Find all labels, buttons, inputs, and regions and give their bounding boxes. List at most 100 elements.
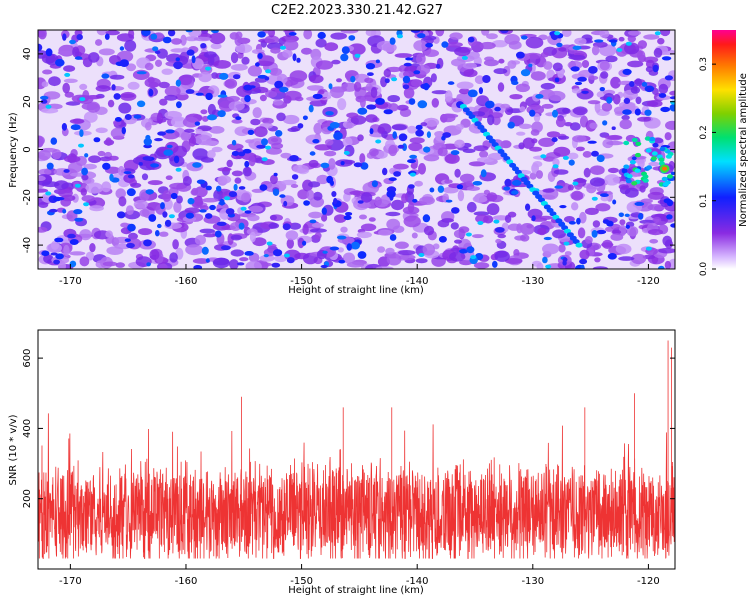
spectrogram-blob <box>618 256 635 261</box>
spectrogram-blob <box>38 149 52 161</box>
spectrogram-ticks: -170 -160 -150 -140 -130 -120 -40 -20 0 20 40 <box>22 48 675 287</box>
spectrogram-blob <box>571 202 579 211</box>
spectrogram-blob <box>252 107 262 119</box>
spectrogram-blob <box>83 163 97 170</box>
spectrogram-blob <box>394 53 413 58</box>
snr-series-line <box>38 340 675 559</box>
spectrogram-blob <box>493 68 508 75</box>
spectrogram-blob <box>331 59 341 65</box>
spectrogram-blob <box>553 169 569 175</box>
cluster-blob <box>658 161 665 166</box>
spectrogram-blob <box>283 39 299 51</box>
spectrogram-blob <box>191 55 196 64</box>
spectrogram-blob <box>321 207 327 215</box>
spectrogram-blob <box>580 264 585 269</box>
spectrogram-blob <box>207 150 216 159</box>
spectrogram-blob <box>102 162 111 170</box>
spectrogram-blob <box>636 50 646 61</box>
spectrogram-blob <box>602 219 610 224</box>
spectrogram-blob <box>359 96 366 108</box>
spectrogram-hotspot <box>78 143 84 148</box>
spectrogram-blob <box>40 95 49 100</box>
spectrogram-hotspot <box>409 172 416 177</box>
spectrogram-blob <box>124 114 132 120</box>
spectrogram-hotspot <box>562 155 569 160</box>
spectrogram-blob <box>466 246 475 254</box>
spectrogram-blob <box>308 159 319 168</box>
spectrogram-blob <box>584 207 599 215</box>
spectrogram-blob <box>101 181 112 193</box>
spectrogram-blob <box>451 58 466 67</box>
spectrogram-blob <box>583 167 591 178</box>
spectrogram-blob <box>591 150 599 157</box>
spectrogram-blob <box>193 265 203 269</box>
spectrogram-blob <box>562 30 572 37</box>
spectrogram-blob <box>113 236 131 244</box>
spectrogram-blob <box>247 214 260 222</box>
spectrogram-blob <box>486 192 498 202</box>
colorbar-tick-label: 0.2 <box>699 125 709 139</box>
spectrogram-blob <box>265 90 278 98</box>
spectrogram-blob <box>532 161 543 168</box>
spectrogram-blob <box>84 153 89 158</box>
spectrogram-hotspot <box>625 41 632 46</box>
spectrogram-blob <box>571 190 584 201</box>
spectrogram-blob <box>38 43 43 52</box>
cluster-blob <box>631 181 638 186</box>
spectrogram-blob <box>211 30 219 34</box>
spectrogram-blob <box>130 182 142 188</box>
spectrogram-hotspot <box>554 31 561 36</box>
spectrogram-blob <box>244 251 254 256</box>
spectrogram-blob <box>101 73 110 79</box>
spectrogram-blob <box>441 135 446 141</box>
spectrogram-blob <box>618 184 629 190</box>
spectrogram-hotspot <box>552 164 559 169</box>
spectrogram-blob <box>289 155 299 162</box>
spectrogram-hotspot <box>266 241 273 246</box>
spectrogram-blob <box>238 151 246 157</box>
spectrogram-hotspot <box>280 45 286 50</box>
spectrogram-blob <box>494 227 505 233</box>
spectrogram-blob <box>195 129 203 135</box>
spectrogram-blob <box>178 74 193 86</box>
x-tick-label: -120 <box>637 576 660 587</box>
spectrogram-blob <box>270 47 281 54</box>
spectrogram-blob <box>495 238 502 244</box>
spectrogram-blob <box>530 129 540 136</box>
spectrogram-blob <box>577 227 586 239</box>
spectrogram-blob <box>279 86 289 93</box>
spectrogram-blob <box>653 47 663 58</box>
spectrogram-blob <box>164 85 181 97</box>
spectrogram-blob <box>313 122 323 135</box>
spectrogram-blob <box>49 208 58 213</box>
spectrogram-blob <box>456 81 474 90</box>
spectrogram-blob <box>552 229 566 239</box>
spectrogram-blob <box>217 175 232 184</box>
spectrogram-blob <box>555 182 572 193</box>
spectrogram-blob <box>472 234 484 239</box>
cluster-blob <box>634 168 641 173</box>
spectrogram-blob <box>576 217 581 225</box>
spectrogram-blob <box>334 214 347 223</box>
spectrogram-blob <box>209 32 226 45</box>
spectrogram-blob <box>242 148 252 154</box>
spectrogram-blob <box>631 253 647 265</box>
streak-blob <box>575 242 583 248</box>
spectrogram-blob <box>480 169 487 178</box>
spectrogram-hotspot <box>563 241 570 246</box>
spectrogram-blob <box>185 89 195 94</box>
spectrogram-blob <box>612 199 617 205</box>
spectrogram-blob <box>170 192 178 200</box>
spectrogram-blob <box>81 195 96 202</box>
spectrogram-blob <box>309 151 316 156</box>
spectrogram-blob <box>542 256 548 264</box>
spectrogram-blob <box>148 214 157 222</box>
spectrogram-blob <box>389 37 396 45</box>
spectrogram-blob <box>41 107 59 114</box>
spectrogram-blob <box>173 201 182 213</box>
spectrogram-blob <box>126 63 137 72</box>
spectrogram-blob <box>167 30 176 37</box>
spectrogram-blob <box>484 56 495 62</box>
spectrogram-blob <box>297 189 310 200</box>
spectrogram-blob <box>147 180 163 186</box>
